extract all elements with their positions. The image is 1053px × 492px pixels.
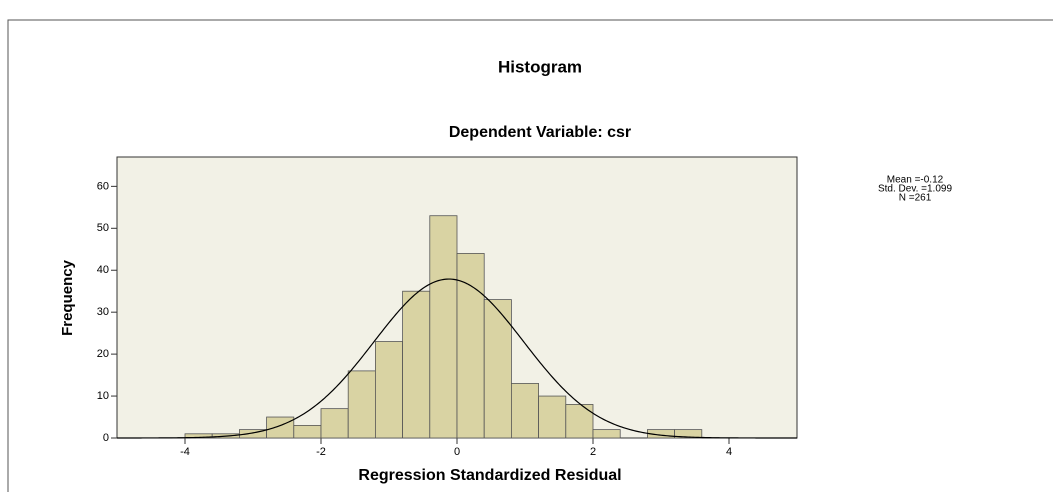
bar: [267, 417, 294, 438]
bar: [511, 383, 538, 438]
y-tick-label: 50: [97, 222, 109, 234]
y-tick-label: 10: [97, 390, 109, 402]
y-tick-label: 40: [97, 264, 109, 276]
bar: [294, 425, 321, 438]
bar: [593, 430, 620, 438]
chart: Histogram Dependent Variable: csr Regres…: [0, 0, 1053, 492]
x-tick-label: 2: [590, 446, 596, 458]
y-tick-label: 20: [97, 348, 109, 360]
y-tick-label: 0: [103, 432, 109, 444]
bar: [348, 371, 375, 438]
stat-n: N =261: [899, 193, 932, 204]
x-tick-label: 0: [454, 446, 460, 458]
y-tick-label: 60: [97, 180, 109, 192]
bar: [430, 216, 457, 438]
bar: [321, 409, 348, 438]
y-axis-label: Frequency: [59, 259, 76, 336]
bar: [375, 342, 402, 438]
x-tick-label: -2: [316, 446, 326, 458]
x-tick-label: 4: [726, 446, 732, 458]
x-axis-label: Regression Standardized Residual: [358, 467, 621, 484]
y-tick-label: 30: [97, 306, 109, 318]
chart-subtitle: Dependent Variable: csr: [449, 124, 631, 141]
chart-title: Histogram: [498, 57, 582, 76]
x-tick-label: -4: [180, 446, 190, 458]
bar: [566, 404, 593, 438]
bar: [403, 291, 430, 438]
bar: [539, 396, 566, 438]
